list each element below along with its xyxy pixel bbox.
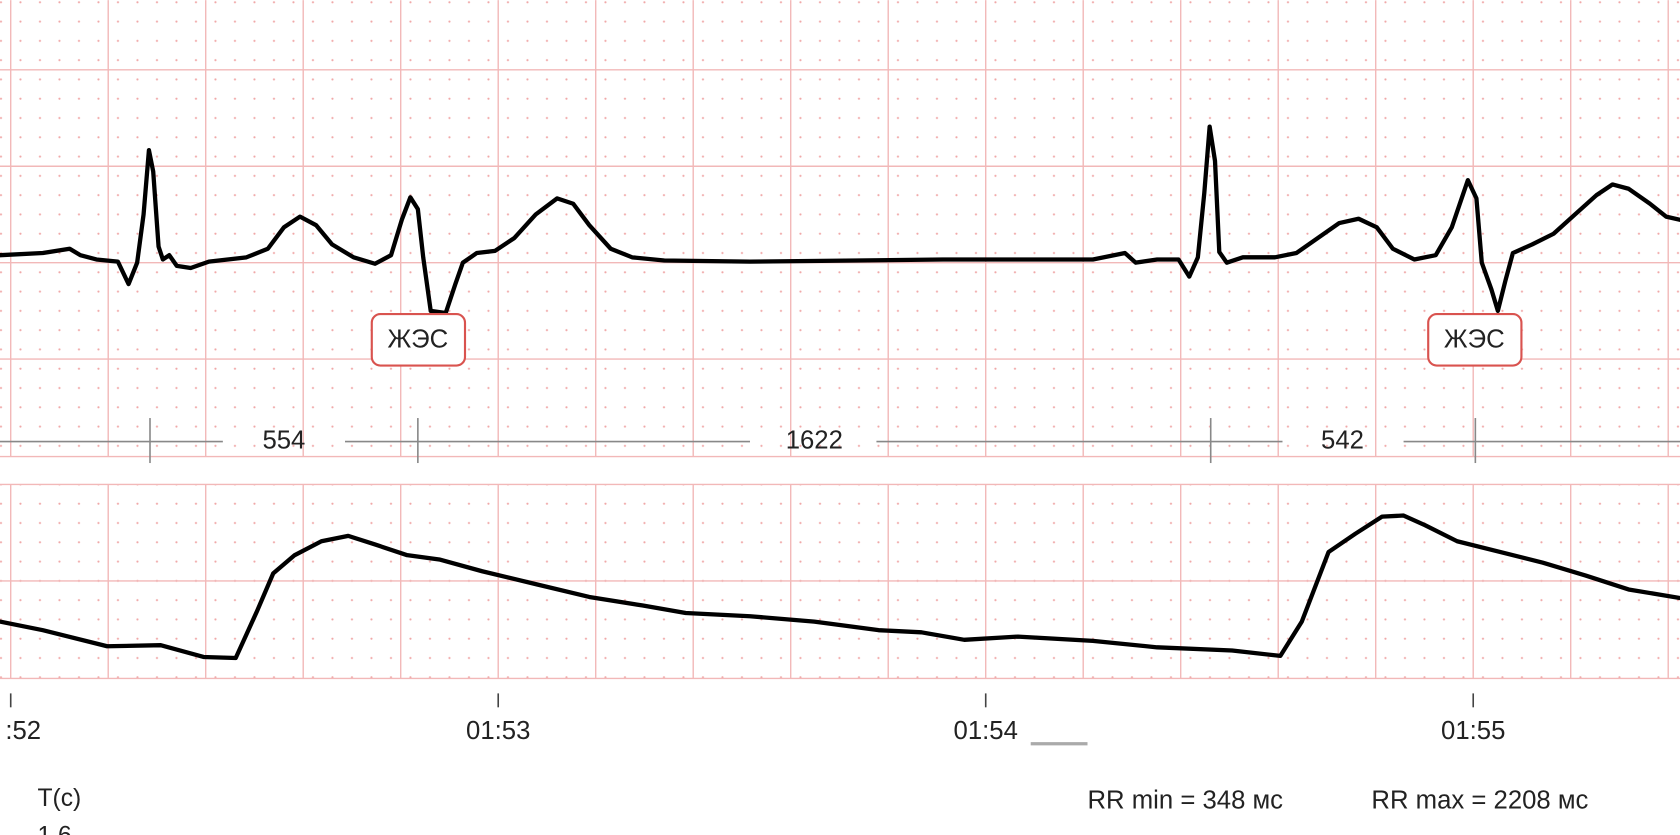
pulse-trace xyxy=(0,513,1680,661)
rr-interval: 1622 xyxy=(786,426,843,454)
time-label: 01:55 xyxy=(1441,717,1505,745)
axis-label: T(c) xyxy=(38,785,82,812)
time-axis: :52 01:53 01:54 01:55 xyxy=(5,693,1505,746)
rr-interval: 542 xyxy=(1321,426,1364,454)
rr-ruler: 554 1622 542 xyxy=(0,418,1680,464)
minor-grid xyxy=(0,0,1680,457)
label-box xyxy=(370,313,467,367)
pvc-label[interactable]: ЖЭС xyxy=(1427,313,1523,367)
time-label: 01:54 xyxy=(954,717,1018,745)
time-label: :52 xyxy=(5,717,41,745)
time-label: 01:53 xyxy=(466,717,530,745)
rr-interval: 554 xyxy=(262,426,305,454)
label-box xyxy=(1427,313,1523,367)
rr-max: RR max = 2208 мс xyxy=(1371,786,1588,814)
scale-value: 1.6 xyxy=(38,822,72,835)
pvc-label[interactable]: ЖЭС xyxy=(370,313,467,367)
rr-min: RR min = 348 мс xyxy=(1088,786,1284,814)
label-text: ЖЭС xyxy=(1444,326,1505,354)
label-text: ЖЭС xyxy=(387,326,448,354)
ecg-trace xyxy=(0,124,1680,316)
